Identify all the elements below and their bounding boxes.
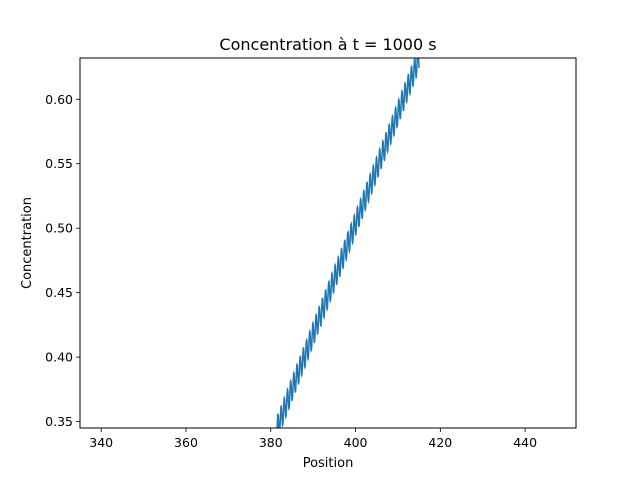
x-tick-label: 400: [344, 435, 368, 450]
x-axis: 340 360 380 400 420 440: [89, 428, 537, 450]
y-tick-label: 0.55: [45, 156, 73, 171]
series-line-0: [276, 58, 420, 428]
x-tick-label: 340: [89, 435, 113, 450]
plot-frame: [79, 57, 577, 429]
x-tick-label: 440: [513, 435, 537, 450]
y-tick-label: 0.60: [45, 92, 73, 107]
x-tick-label: 380: [259, 435, 283, 450]
y-tick-label: 0.35: [45, 414, 73, 429]
y-axis-label: Concentration: [20, 197, 35, 289]
series-layer: [276, 58, 420, 428]
x-axis-label: Position: [303, 456, 354, 471]
x-tick-label: 420: [428, 435, 452, 450]
y-tick-label: 0.40: [45, 350, 73, 365]
x-tick-label: 360: [174, 435, 198, 450]
y-axis: 0.35 0.40 0.45 0.50 0.55 0.60: [45, 92, 80, 429]
y-tick-label: 0.50: [45, 221, 73, 236]
chart-title: Concentration à t = 1000 s: [219, 35, 436, 54]
y-tick-label: 0.45: [45, 285, 73, 300]
